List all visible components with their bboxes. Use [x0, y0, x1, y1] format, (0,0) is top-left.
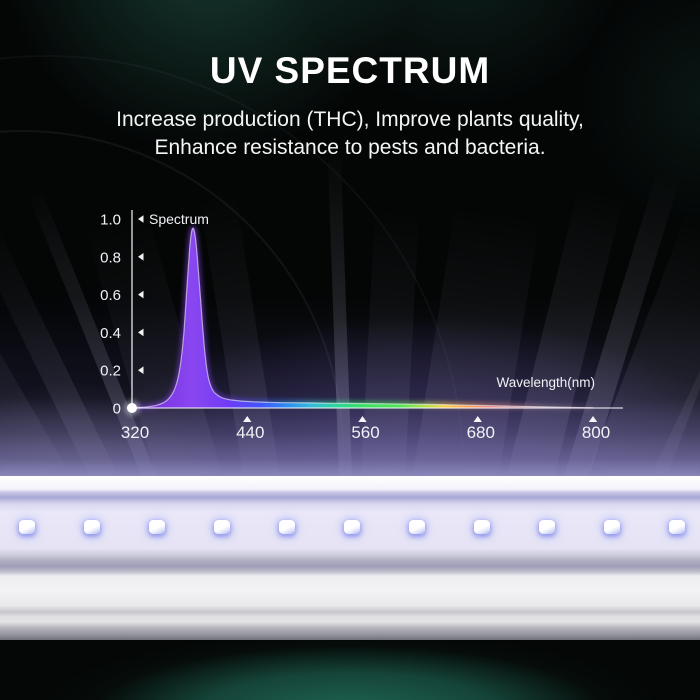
led-row: [0, 476, 700, 640]
led-chip: [344, 520, 360, 534]
series-label: Spectrum: [149, 211, 209, 227]
uv-spectrum-chart: 0 0.2 0.4 0.6 0.8 1.0 320 440 560 680 800 Spectrum W…: [100, 210, 623, 442]
led-light-bar: [0, 476, 700, 640]
x-tick-label: 320: [121, 423, 149, 442]
y-tick-arrow: [138, 366, 144, 374]
led-chip: [19, 520, 35, 534]
x-tick-label: 440: [236, 423, 264, 442]
led-chip: [539, 520, 555, 534]
y-tick-arrow: [138, 253, 144, 261]
subtitle-line-2: Enhance resistance to pests and bacteria…: [154, 136, 546, 159]
led-chip: [279, 520, 295, 534]
led-chip: [474, 520, 490, 534]
x-tick-arrow: [588, 416, 598, 422]
y-tick-label: 0.4: [100, 325, 121, 342]
bar-top-glow: [0, 398, 700, 476]
y-tick-arrow: [138, 290, 144, 299]
subtitle: Increase production (THC), Improve plant…: [0, 106, 700, 162]
under-bar-teal-glow: [0, 640, 700, 700]
header: UV SPECTRUM Increase production (THC), I…: [0, 50, 700, 162]
y-tick-label: 0: [113, 401, 121, 418]
led-chip: [409, 520, 425, 534]
x-tick-label: 560: [351, 423, 379, 442]
led-chip: [604, 520, 620, 534]
x-axis-caption: Wavelength(nm): [496, 375, 595, 390]
x-tick-label: 800: [582, 423, 610, 442]
x-tick-arrow: [243, 416, 252, 422]
y-tick-label: 0.2: [100, 363, 121, 380]
subtitle-line-1: Increase production (THC), Improve plant…: [116, 108, 584, 131]
origin-dot: [127, 403, 137, 413]
page-title: UV SPECTRUM: [209, 50, 491, 91]
led-chip: [214, 520, 230, 534]
y-tick-arrow: [138, 328, 144, 337]
led-chip: [84, 520, 100, 534]
y-tick-label: 0.8: [100, 249, 121, 266]
spectrum-area: [132, 228, 593, 408]
x-tick-arrow: [358, 416, 367, 422]
x-tick-arrow: [473, 416, 482, 422]
y-tick-label: 0.6: [100, 287, 121, 304]
x-tick-label: 680: [467, 423, 495, 442]
y-tick-label: 1.0: [100, 212, 121, 229]
y-tick-arrow: [138, 215, 144, 223]
led-chip: [669, 520, 685, 534]
led-chip: [149, 520, 165, 534]
spectrum-curve-edge: [131, 227, 594, 409]
